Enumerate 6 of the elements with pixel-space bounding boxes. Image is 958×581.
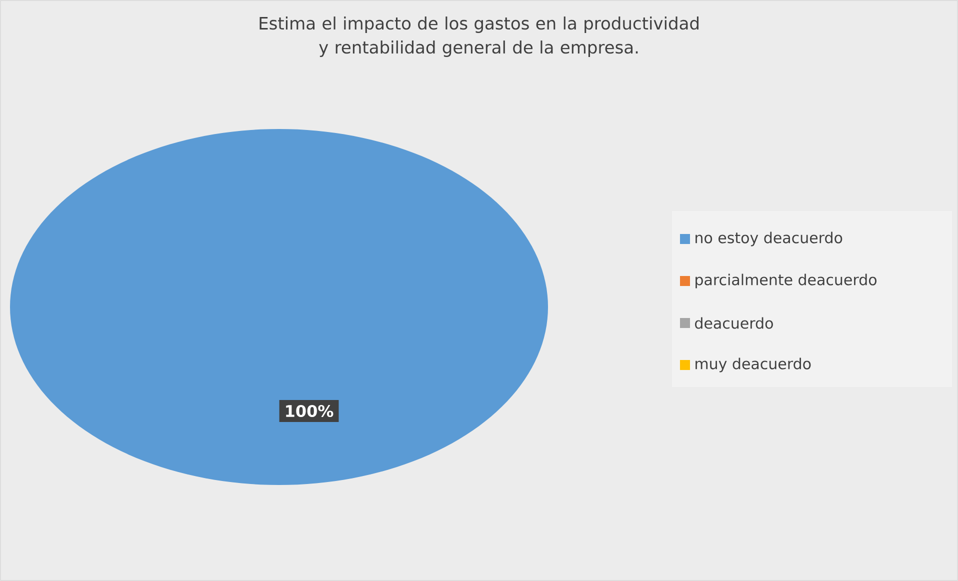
chart-title: Estima el impacto de los gastos en la productividad y rentabilidad general de la empresa. [260,16,698,57]
legend-label: deacuerdo [695,317,773,329]
data-label: 100% [286,404,334,418]
legend-label: parcialmente deacuerdo [696,274,876,288]
legend-label: muy deacuerdo [696,358,811,372]
legend-label: no estoy deacuerdo [696,232,842,246]
